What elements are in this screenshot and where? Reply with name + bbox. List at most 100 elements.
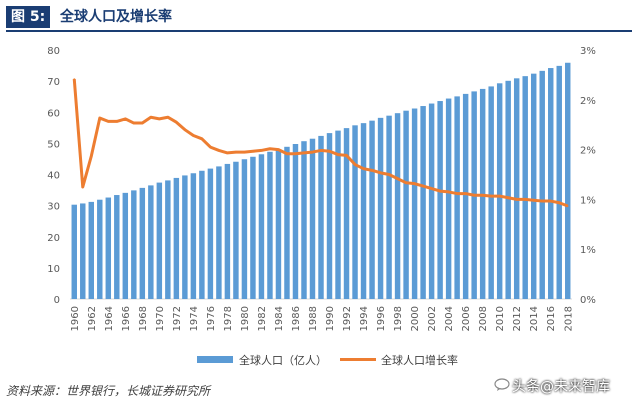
left-tick-label: 30 bbox=[47, 202, 60, 213]
x-tick-label: 1976 bbox=[206, 306, 217, 331]
population-bar-1982 bbox=[258, 154, 265, 299]
x-tick-label: 1974 bbox=[189, 306, 200, 331]
population-bar-1978 bbox=[224, 163, 231, 299]
growth-rate-point-1973 bbox=[184, 128, 186, 131]
left-tick-label: 40 bbox=[47, 171, 60, 182]
x-tick-label: 1986 bbox=[291, 306, 302, 331]
x-tick-label: 1982 bbox=[257, 306, 268, 331]
population-bar-1979 bbox=[233, 161, 239, 299]
growth-rate-point-1967 bbox=[133, 122, 135, 124]
population-bar-1989 bbox=[318, 135, 324, 299]
growth-rate-point-2013 bbox=[524, 198, 526, 201]
left-tick-label: 50 bbox=[47, 139, 60, 150]
growth-rate-point-1968 bbox=[141, 122, 144, 124]
population-bar-1991 bbox=[335, 130, 341, 299]
population-bar-1965 bbox=[114, 195, 120, 299]
population-bar-1974 bbox=[190, 173, 197, 299]
population-bar-2012 bbox=[513, 78, 520, 299]
growth-rate-point-1979 bbox=[235, 151, 237, 153]
population-bar-2002 bbox=[428, 103, 435, 299]
population-bar-2009 bbox=[488, 86, 494, 299]
growth-rate-point-1977 bbox=[218, 149, 220, 152]
figure-label: 图 5: bbox=[6, 6, 51, 28]
x-tick-label: 2012 bbox=[512, 306, 523, 331]
legend-label-population: 全球人口（亿人） bbox=[239, 353, 327, 367]
right-tick-label: 2% bbox=[580, 146, 596, 157]
growth-rate-point-2008 bbox=[481, 194, 484, 197]
x-tick-label: 1964 bbox=[104, 306, 115, 331]
growth-rate-point-1995 bbox=[371, 169, 373, 172]
growth-rate-point-1990 bbox=[328, 150, 331, 153]
legend-swatch-population bbox=[197, 356, 233, 363]
legend: 全球人口（亿人） 全球人口增长率 bbox=[197, 353, 458, 367]
population-bar-2016 bbox=[548, 68, 554, 299]
population-bar-1968 bbox=[139, 187, 146, 299]
population-bar-2006 bbox=[462, 93, 469, 299]
figure-title: 全球人口及增长率 bbox=[60, 9, 172, 25]
x-tick-label: 1966 bbox=[121, 306, 132, 331]
growth-rate-point-1966 bbox=[124, 118, 127, 120]
population-bars bbox=[71, 62, 571, 300]
growth-rate-point-1993 bbox=[354, 163, 356, 166]
population-bar-1992 bbox=[343, 128, 350, 299]
population-bar-2011 bbox=[505, 80, 511, 299]
figure-header: 图 5: 全球人口及增长率 bbox=[0, 0, 640, 33]
growth-rate-point-2018 bbox=[566, 205, 569, 207]
population-bar-2018 bbox=[565, 62, 571, 299]
population-bar-2013 bbox=[522, 76, 528, 300]
population-bar-1963 bbox=[97, 199, 103, 299]
x-tick-label: 2008 bbox=[478, 306, 489, 331]
growth-rate-point-1961 bbox=[81, 186, 84, 188]
growth-rate-point-1996 bbox=[379, 172, 382, 174]
growth-rate-point-2000 bbox=[413, 182, 416, 185]
growth-rate-point-1987 bbox=[303, 152, 305, 154]
population-bar-1985 bbox=[284, 146, 290, 299]
population-bar-1981 bbox=[250, 156, 256, 299]
x-tick-label: 1998 bbox=[393, 306, 404, 331]
growth-rate-point-1981 bbox=[252, 150, 254, 153]
x-tick-label: 1960 bbox=[70, 306, 81, 331]
population-bar-1964 bbox=[105, 197, 112, 299]
left-tick-label: 10 bbox=[47, 264, 60, 275]
population-bar-1995 bbox=[369, 120, 375, 300]
population-bar-1976 bbox=[207, 168, 214, 299]
population-bar-1988 bbox=[309, 138, 316, 299]
population-bar-1967 bbox=[131, 190, 137, 299]
x-tick-label: 1972 bbox=[172, 306, 183, 331]
population-bar-1990 bbox=[326, 133, 333, 299]
x-tick-label: 1970 bbox=[155, 306, 166, 331]
growth-rate-point-1965 bbox=[116, 120, 118, 123]
growth-rate-point-1983 bbox=[269, 147, 271, 150]
growth-rate-point-2016 bbox=[549, 200, 552, 202]
growth-rate-point-2010 bbox=[498, 195, 501, 197]
right-axis: 0% 1% 1% 2% 2% 3% bbox=[580, 46, 596, 306]
growth-rate-point-1971 bbox=[167, 116, 169, 119]
growth-rate-point-1998 bbox=[396, 177, 399, 180]
population-bar-1970 bbox=[156, 182, 163, 299]
growth-rate-point-2003 bbox=[439, 190, 441, 192]
left-tick-label: 70 bbox=[47, 77, 60, 88]
growth-rate-point-2011 bbox=[507, 196, 509, 199]
population-bar-2014 bbox=[530, 73, 537, 299]
population-bar-1973 bbox=[182, 175, 188, 299]
right-tick-label: 1% bbox=[580, 195, 596, 206]
population-bar-2001 bbox=[420, 106, 426, 299]
growth-rate-point-1994 bbox=[362, 167, 365, 170]
x-tick-label: 2018 bbox=[563, 306, 574, 331]
right-tick-label: 1% bbox=[580, 245, 596, 256]
growth-rate-point-1974 bbox=[192, 134, 195, 137]
population-bar-1993 bbox=[352, 125, 358, 299]
right-tick-label: 3% bbox=[580, 46, 596, 57]
population-bar-1961 bbox=[80, 203, 86, 299]
x-tick-label: 1996 bbox=[376, 306, 387, 331]
right-tick-label: 2% bbox=[580, 96, 596, 107]
growth-rate-point-2006 bbox=[464, 192, 467, 195]
growth-rate-point-1992 bbox=[345, 154, 348, 157]
growth-rate-point-1972 bbox=[175, 121, 178, 124]
x-tick-label: 1984 bbox=[274, 306, 285, 331]
x-axis: 1960 1962 1964 1966 1968 1970 1972 1974 1976 1978… bbox=[70, 306, 575, 331]
growth-rate-point-1960 bbox=[73, 78, 76, 80]
population-bar-2010 bbox=[496, 83, 503, 299]
growth-rate-point-1982 bbox=[260, 149, 263, 152]
population-bar-1969 bbox=[148, 185, 154, 299]
